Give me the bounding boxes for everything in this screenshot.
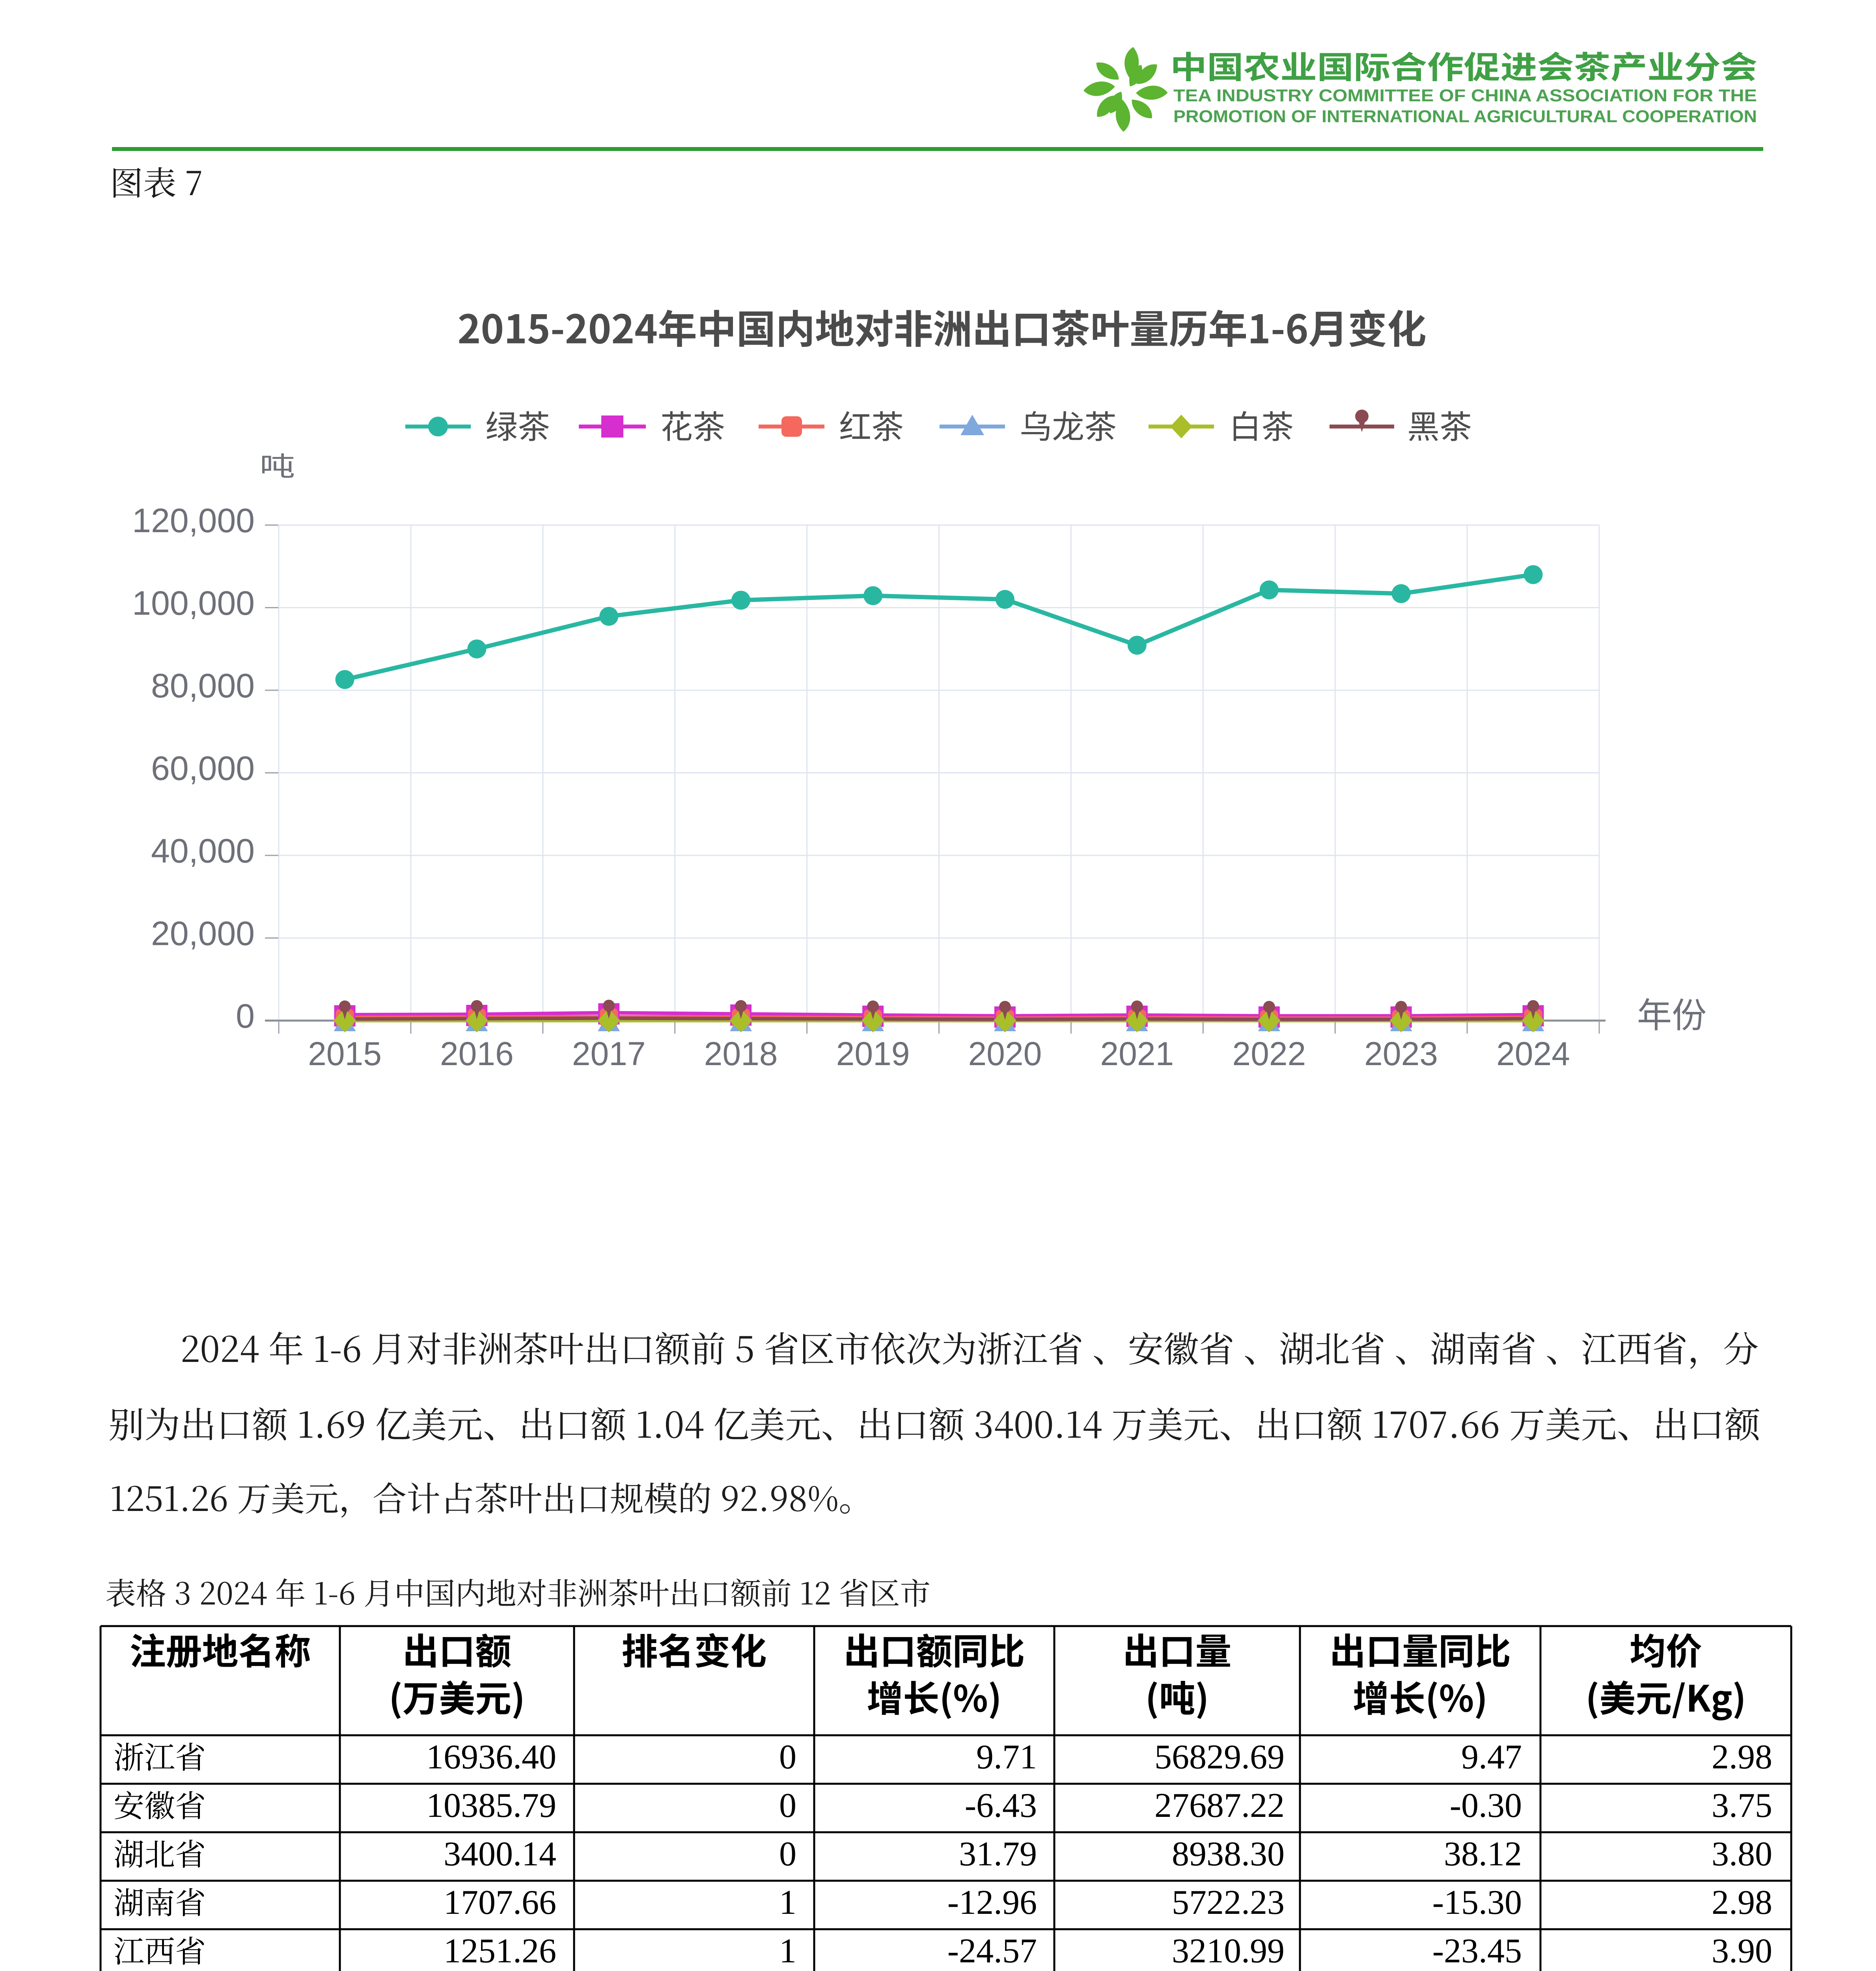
- svg-text:3400.14: 3400.14: [444, 1835, 556, 1873]
- svg-text:27687.22: 27687.22: [1154, 1787, 1285, 1825]
- svg-text:3.75: 3.75: [1712, 1787, 1772, 1825]
- svg-text:PROMOTION OF INTERNATIONAL AGR: PROMOTION OF INTERNATIONAL AGRICULTURAL …: [1173, 107, 1757, 126]
- svg-text:2019: 2019: [836, 1035, 910, 1072]
- svg-text:8938.30: 8938.30: [1172, 1835, 1285, 1873]
- svg-text:5722.23: 5722.23: [1172, 1883, 1285, 1922]
- svg-text:40,000: 40,000: [151, 832, 255, 870]
- svg-text:56829.69: 56829.69: [1154, 1738, 1285, 1776]
- svg-text:38.12: 38.12: [1444, 1835, 1522, 1873]
- svg-text:1707.66: 1707.66: [444, 1883, 556, 1922]
- svg-text:60,000: 60,000: [151, 750, 255, 788]
- svg-text:2.98: 2.98: [1712, 1738, 1772, 1776]
- svg-text:0: 0: [779, 1738, 796, 1776]
- svg-text:2021: 2021: [1100, 1035, 1174, 1072]
- svg-text:2.98: 2.98: [1712, 1883, 1772, 1922]
- svg-text:-15.30: -15.30: [1432, 1883, 1522, 1922]
- svg-text:16936.40: 16936.40: [426, 1738, 556, 1776]
- svg-text:1: 1: [779, 1883, 796, 1922]
- svg-text:1: 1: [779, 1932, 796, 1970]
- svg-text:TEA INDUSTRY COMMITTEE OF CHIN: TEA INDUSTRY COMMITTEE OF CHINA ASSOCIAT…: [1173, 86, 1757, 105]
- svg-text:3.90: 3.90: [1712, 1932, 1772, 1970]
- svg-text:2024: 2024: [1496, 1035, 1570, 1072]
- svg-text:-12.96: -12.96: [947, 1883, 1037, 1922]
- svg-text:-6.43: -6.43: [965, 1787, 1037, 1825]
- svg-text:2017: 2017: [572, 1035, 646, 1072]
- svg-text:0: 0: [779, 1787, 796, 1825]
- svg-text:100,000: 100,000: [132, 585, 255, 622]
- svg-text:-23.45: -23.45: [1432, 1932, 1522, 1970]
- svg-text:9.47: 9.47: [1461, 1738, 1522, 1776]
- svg-text:2016: 2016: [440, 1035, 514, 1072]
- svg-text:120,000: 120,000: [132, 502, 255, 540]
- svg-text:31.79: 31.79: [959, 1835, 1037, 1873]
- svg-text:3.80: 3.80: [1712, 1835, 1772, 1873]
- svg-text:2018: 2018: [704, 1035, 778, 1072]
- svg-text:2022: 2022: [1232, 1035, 1306, 1072]
- svg-text:2023: 2023: [1364, 1035, 1438, 1072]
- svg-text:1251.26: 1251.26: [444, 1932, 556, 1970]
- svg-text:0: 0: [779, 1835, 796, 1873]
- svg-text:80,000: 80,000: [151, 667, 255, 705]
- svg-text:-24.57: -24.57: [947, 1932, 1037, 1970]
- svg-text:10385.79: 10385.79: [426, 1787, 556, 1825]
- svg-text:-0.30: -0.30: [1450, 1787, 1522, 1825]
- svg-text:3210.99: 3210.99: [1172, 1932, 1285, 1970]
- svg-text:9.71: 9.71: [976, 1738, 1037, 1776]
- svg-text:2020: 2020: [968, 1035, 1042, 1072]
- svg-text:20,000: 20,000: [151, 915, 255, 953]
- svg-text:2015: 2015: [308, 1035, 382, 1072]
- svg-text:0: 0: [236, 997, 255, 1035]
